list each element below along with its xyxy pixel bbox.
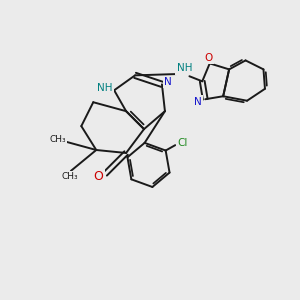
Text: O: O — [94, 170, 103, 183]
Text: O: O — [204, 53, 212, 63]
Text: N: N — [164, 77, 172, 87]
Text: NH: NH — [177, 64, 192, 74]
Text: N: N — [194, 97, 202, 106]
Text: Cl: Cl — [177, 138, 187, 148]
Text: CH₃: CH₃ — [49, 135, 66, 144]
Text: NH: NH — [98, 83, 113, 93]
Text: CH₃: CH₃ — [61, 172, 78, 182]
